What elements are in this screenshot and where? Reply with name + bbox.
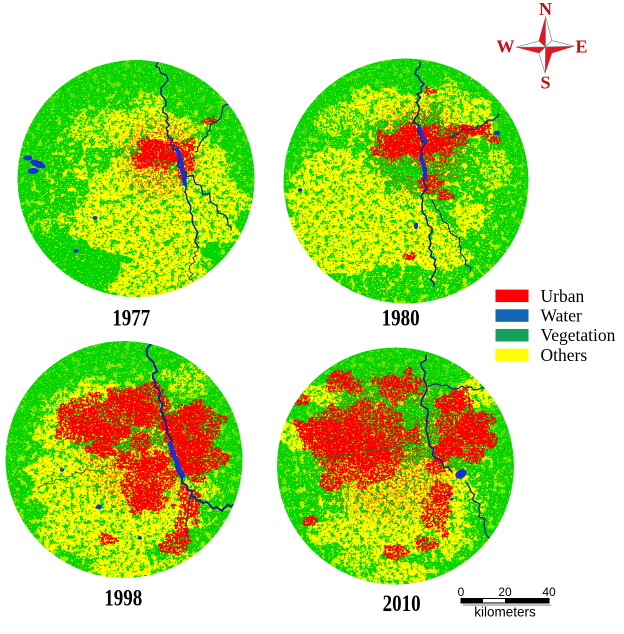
svg-text:S: S bbox=[540, 73, 550, 93]
svg-text:Vegetation: Vegetation bbox=[541, 325, 616, 345]
svg-text:Water: Water bbox=[541, 306, 583, 326]
svg-text:kilometers: kilometers bbox=[474, 605, 536, 620]
svg-text:1980: 1980 bbox=[382, 305, 420, 330]
svg-text:40: 40 bbox=[542, 585, 556, 599]
svg-text:1998: 1998 bbox=[104, 586, 142, 611]
svg-text:Urban: Urban bbox=[541, 286, 585, 306]
svg-text:Others: Others bbox=[541, 345, 588, 365]
svg-text:20: 20 bbox=[498, 585, 512, 599]
svg-text:2010: 2010 bbox=[383, 591, 421, 616]
svg-text:0: 0 bbox=[458, 585, 465, 599]
svg-text:E: E bbox=[575, 37, 587, 57]
svg-text:1977: 1977 bbox=[112, 305, 150, 330]
svg-text:N: N bbox=[539, 0, 552, 19]
svg-text:W: W bbox=[497, 37, 515, 57]
